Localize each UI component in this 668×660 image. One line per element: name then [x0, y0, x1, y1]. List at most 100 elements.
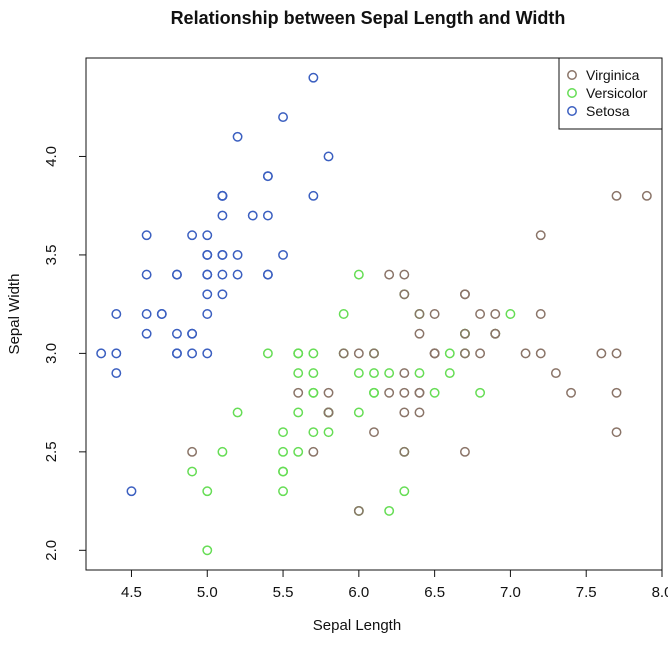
legend-label: Virginica	[586, 67, 640, 83]
data-point-setosa	[126, 486, 137, 497]
data-point-versicolor	[308, 427, 319, 438]
data-point-virginica	[353, 348, 364, 359]
data-point-versicolor	[293, 407, 304, 418]
data-point-setosa	[217, 289, 228, 300]
data-point-setosa	[202, 230, 213, 241]
data-point-virginica	[384, 269, 395, 280]
data-point-setosa	[323, 151, 334, 162]
data-point-versicolor	[384, 505, 395, 516]
data-point-versicolor	[369, 368, 379, 379]
y-tick-label: 4.0	[43, 146, 60, 167]
x-tick-label: 7.0	[500, 584, 521, 601]
data-point-virginica	[414, 309, 425, 319]
data-point-virginica	[399, 269, 410, 280]
data-point-versicolor	[217, 446, 228, 457]
y-tick-label: 2.5	[43, 441, 60, 462]
plot-frame	[85, 57, 663, 571]
data-point-virginica	[550, 368, 561, 379]
data-point-versicolor	[369, 387, 379, 398]
data-point-versicolor	[353, 368, 364, 379]
data-point-setosa	[278, 112, 289, 123]
data-point-versicolor	[505, 309, 516, 319]
data-point-virginica	[414, 328, 425, 339]
axis-ticks: 4.5 5.0 5.5 6.0 6.5 7.0 7.5 8.0 2.0 2.5 3.0 3.5 4.0	[43, 146, 668, 601]
x-tick-label: 5.5	[273, 584, 294, 601]
data-point-versicolor	[444, 368, 455, 379]
data-point-versicolor	[414, 368, 425, 379]
data-point-virginica	[459, 446, 470, 457]
data-point-virginica	[459, 328, 470, 339]
data-point-setosa	[308, 72, 319, 83]
series-virginica	[187, 190, 652, 516]
data-point-setosa	[171, 348, 182, 359]
data-point-virginica	[611, 387, 622, 398]
data-point-virginica	[611, 427, 622, 438]
data-point-setosa	[202, 269, 213, 280]
data-point-versicolor	[262, 348, 273, 359]
y-tick-label: 3.0	[43, 343, 60, 364]
data-point-virginica	[490, 309, 501, 319]
data-point-versicolor	[338, 309, 349, 319]
data-point-versicolor	[187, 466, 198, 477]
data-point-setosa	[111, 368, 122, 379]
data-point-virginica	[384, 387, 395, 398]
data-point-setosa	[187, 230, 198, 241]
y-tick-label: 3.5	[43, 244, 60, 265]
x-tick-label: 8.0	[652, 584, 668, 601]
data-point-setosa	[232, 131, 243, 142]
legend-marker	[567, 106, 577, 116]
data-point-setosa	[187, 328, 198, 339]
data-point-virginica	[399, 446, 410, 457]
data-point-versicolor	[384, 368, 395, 379]
data-point-virginica	[369, 427, 379, 438]
data-point-virginica	[459, 348, 470, 359]
data-point-virginica	[475, 348, 486, 359]
data-point-setosa	[171, 328, 182, 339]
data-point-setosa	[202, 249, 213, 260]
data-point-versicolor	[278, 486, 289, 497]
data-point-virginica	[323, 407, 334, 418]
data-point-setosa	[308, 190, 319, 201]
data-point-virginica	[535, 348, 546, 359]
data-point-setosa	[141, 309, 152, 319]
legend-label: Setosa	[586, 103, 630, 119]
data-point-setosa	[141, 230, 152, 241]
data-point-virginica	[611, 190, 622, 201]
data-point-virginica	[399, 368, 410, 379]
data-point-setosa	[111, 309, 122, 319]
data-point-virginica	[520, 348, 531, 359]
data-point-setosa	[187, 348, 198, 359]
data-point-versicolor	[278, 427, 289, 438]
data-point-versicolor	[308, 387, 319, 398]
data-point-setosa	[217, 269, 228, 280]
data-point-virginica	[399, 289, 410, 300]
y-axis-label: Sepal Width	[6, 274, 23, 355]
data-point-versicolor	[232, 407, 243, 418]
data-point-virginica	[641, 190, 652, 201]
data-point-versicolor	[293, 368, 304, 379]
data-point-setosa	[96, 348, 107, 359]
data-point-versicolor	[308, 348, 319, 359]
data-point-versicolor	[202, 486, 213, 497]
data-point-virginica	[399, 387, 410, 398]
data-point-versicolor	[444, 348, 455, 359]
data-point-versicolor	[308, 368, 319, 379]
data-point-setosa	[217, 249, 228, 260]
data-point-setosa	[262, 210, 273, 221]
data-point-virginica	[475, 309, 486, 319]
data-point-versicolor	[353, 269, 364, 280]
series-setosa	[96, 72, 334, 497]
x-tick-label: 4.5	[121, 584, 142, 601]
series-versicolor	[187, 269, 516, 556]
data-point-versicolor	[293, 446, 304, 457]
data-point-virginica	[414, 387, 425, 398]
data-point-setosa	[156, 309, 167, 319]
data-point-versicolor	[323, 427, 334, 438]
data-points	[96, 72, 652, 556]
data-point-virginica	[323, 387, 334, 398]
data-point-virginica	[429, 309, 440, 319]
data-point-setosa	[202, 309, 213, 319]
x-tick-label: 6.0	[348, 584, 369, 601]
data-point-setosa	[171, 269, 182, 280]
